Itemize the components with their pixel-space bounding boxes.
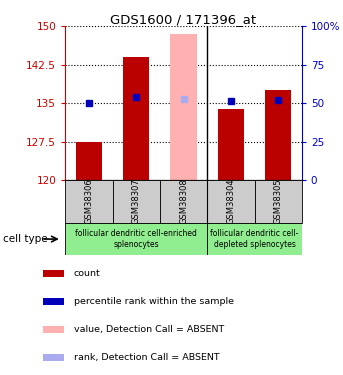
Text: GSM38307: GSM38307 — [132, 179, 141, 224]
Bar — [43, 354, 64, 361]
Bar — [218, 109, 244, 180]
Text: GSM38308: GSM38308 — [179, 179, 188, 224]
Text: follicular dendritic cell-
depleted splenocytes: follicular dendritic cell- depleted sple… — [210, 230, 299, 249]
Text: count: count — [73, 268, 100, 278]
Bar — [65, 223, 207, 255]
Bar — [76, 142, 102, 180]
Bar — [207, 180, 255, 223]
Text: GSM38304: GSM38304 — [226, 179, 235, 224]
Bar — [65, 180, 113, 223]
Text: percentile rank within the sample: percentile rank within the sample — [73, 297, 234, 306]
Bar — [43, 298, 64, 304]
Bar — [170, 34, 197, 180]
Text: value, Detection Call = ABSENT: value, Detection Call = ABSENT — [73, 325, 224, 334]
Text: GSM38305: GSM38305 — [274, 179, 283, 224]
Bar — [255, 180, 302, 223]
Bar — [113, 180, 160, 223]
Bar — [207, 223, 302, 255]
Bar — [43, 326, 64, 333]
Bar — [43, 270, 64, 276]
Bar — [265, 90, 291, 180]
Text: cell type: cell type — [3, 234, 48, 244]
Bar — [123, 57, 149, 180]
Text: rank, Detection Call = ABSENT: rank, Detection Call = ABSENT — [73, 353, 219, 362]
Text: GSM38306: GSM38306 — [84, 179, 93, 224]
Text: follicular dendritic cell-enriched
splenocytes: follicular dendritic cell-enriched splen… — [75, 230, 197, 249]
Text: GDS1600 / 171396_at: GDS1600 / 171396_at — [110, 13, 257, 26]
Bar — [160, 180, 207, 223]
